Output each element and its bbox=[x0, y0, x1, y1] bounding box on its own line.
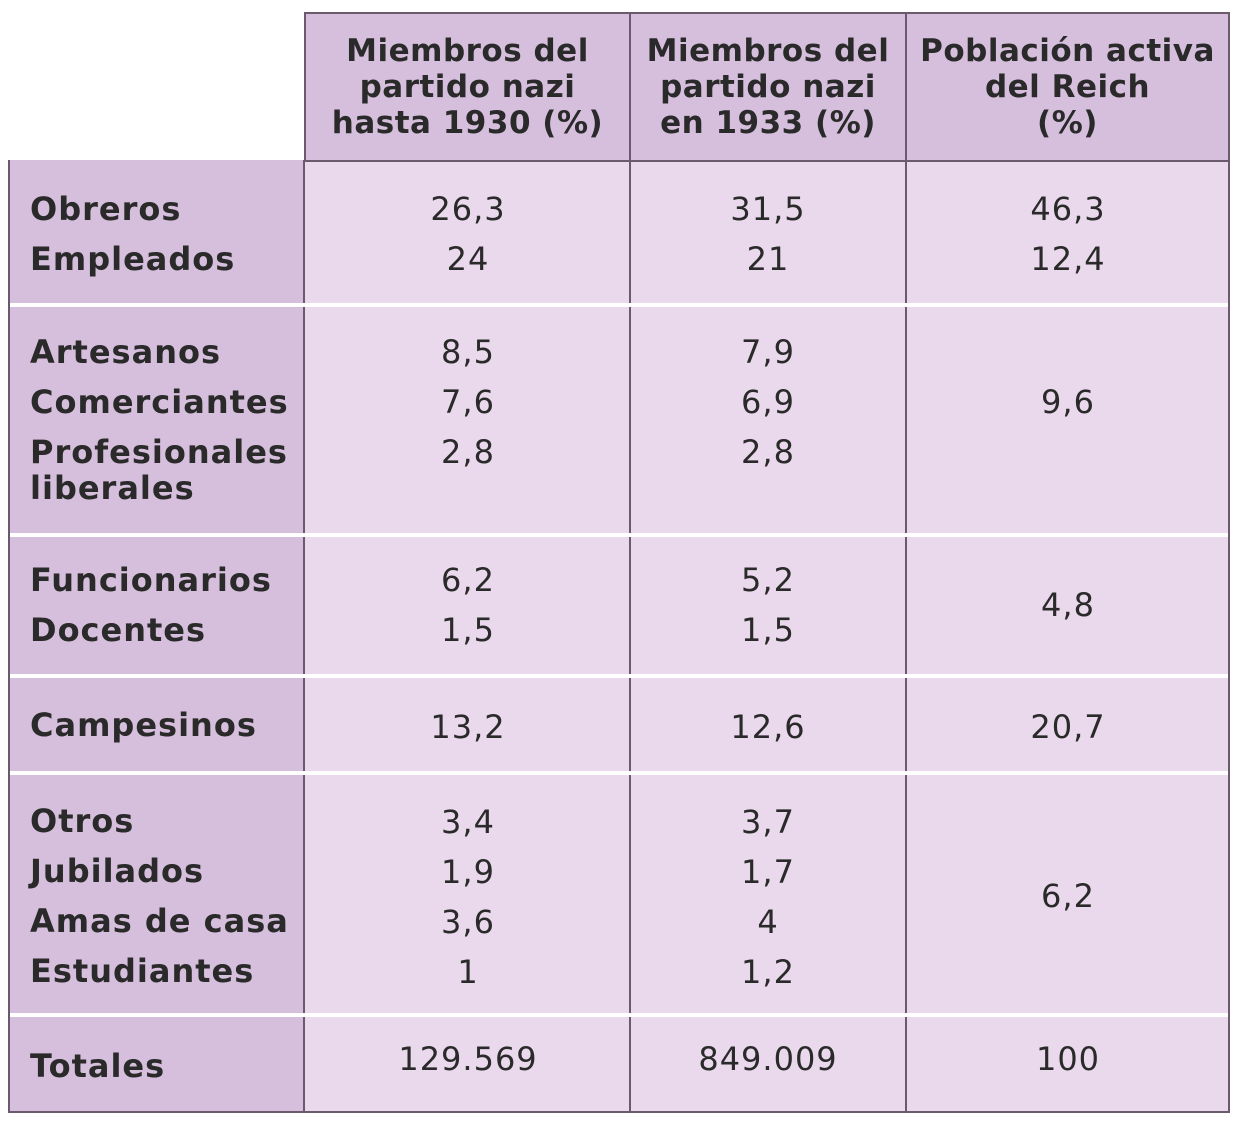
table-row-labels: Obreros Empleados bbox=[30, 184, 235, 284]
header-empty-corner bbox=[8, 12, 304, 162]
table-cell: 12,6 bbox=[730, 708, 806, 746]
column-header-1930: Miembros del partido nazi hasta 1930 (%) bbox=[304, 12, 631, 162]
table-row-labels: Otros Jubilados Amas de casa Estudiantes bbox=[30, 796, 289, 996]
row-label-liberales: liberales bbox=[30, 469, 195, 507]
group-separator bbox=[10, 674, 1228, 678]
table-cell: 100 bbox=[1035, 1040, 1101, 1078]
column-header-1933: Miembros del partido nazi en 1933 (%) bbox=[629, 12, 907, 162]
row-label-empleados: Empleados bbox=[30, 240, 236, 278]
table-cell: 6,2 bbox=[1041, 877, 1095, 915]
group-separator bbox=[10, 1013, 1228, 1017]
table-cells-1933: 3,7 1,7 4 1,2 bbox=[631, 797, 905, 997]
table-cells-poblacion: 46,3 12,4 bbox=[907, 184, 1229, 284]
row-label-jubilados: Jubilados bbox=[30, 852, 205, 890]
table-cell: 46,3 bbox=[1030, 190, 1106, 228]
table-cell: 12,4 bbox=[1030, 240, 1106, 278]
column-divider bbox=[905, 160, 907, 1113]
table-row-labels: Artesanos Comerciantes Profesionales lib… bbox=[30, 327, 289, 506]
row-label-artesanos: Artesanos bbox=[30, 333, 221, 371]
table-cell: 1,7 bbox=[741, 853, 795, 891]
table-row-labels: Funcionarios Docentes bbox=[30, 555, 272, 655]
table-cell: 20,7 bbox=[1030, 708, 1106, 746]
table-cell: 1,5 bbox=[441, 611, 495, 649]
table-cell: 1,5 bbox=[741, 611, 795, 649]
table-cell: 7,6 bbox=[441, 383, 495, 421]
column-divider bbox=[629, 160, 631, 1113]
group-separator bbox=[10, 533, 1228, 537]
table-cell: 31,5 bbox=[730, 190, 806, 228]
row-label-amas-de-casa: Amas de casa bbox=[30, 902, 289, 940]
table-cells-1933: 31,5 21 bbox=[631, 184, 905, 284]
table-cell: 4 bbox=[757, 903, 779, 941]
row-label-docentes: Docentes bbox=[30, 611, 207, 649]
table-cell: 7,9 bbox=[741, 333, 795, 371]
table-cells-1930: 8,5 7,6 2,8 bbox=[306, 327, 630, 477]
table-cell: 9,6 bbox=[1041, 383, 1095, 421]
table-cells-1930: 26,3 24 bbox=[306, 184, 630, 284]
table-cell: 13,2 bbox=[430, 708, 506, 746]
row-label-comerciantes: Comerciantes bbox=[30, 383, 289, 421]
row-label-obreros: Obreros bbox=[30, 190, 182, 228]
table-cell: 24 bbox=[446, 240, 490, 278]
table-cells-1933: 5,2 1,5 bbox=[631, 555, 905, 655]
table-cell: 5,2 bbox=[741, 561, 795, 599]
table-cell: 6,2 bbox=[441, 561, 495, 599]
table-cell: 6,9 bbox=[741, 383, 795, 421]
table-cells-1930: 6,2 1,5 bbox=[306, 555, 630, 655]
group-separator bbox=[10, 771, 1228, 775]
table-cell: 3,6 bbox=[441, 903, 495, 941]
row-label-estudiantes: Estudiantes bbox=[30, 952, 255, 990]
table-cell: 1,9 bbox=[441, 853, 495, 891]
table-cell: 129.569 bbox=[398, 1040, 538, 1078]
table-cell: 2,8 bbox=[441, 433, 495, 471]
table-cell: 3,7 bbox=[741, 803, 795, 841]
table-cell: 1,2 bbox=[741, 953, 795, 991]
table-cell: 26,3 bbox=[430, 190, 506, 228]
row-label-campesinos: Campesinos bbox=[30, 706, 257, 744]
group-separator bbox=[10, 303, 1228, 307]
table-cell: 849.009 bbox=[698, 1040, 838, 1078]
row-label-totales: Totales bbox=[30, 1047, 166, 1085]
table-cell: 2,8 bbox=[741, 433, 795, 471]
row-label-column bbox=[8, 160, 305, 1113]
table-cells-1930: 3,4 1,9 3,6 1 bbox=[306, 797, 630, 997]
table-cell: 4,8 bbox=[1041, 586, 1095, 624]
column-header-poblacion: Población activa del Reich (%) bbox=[905, 12, 1230, 162]
table-cell: 21 bbox=[746, 240, 790, 278]
row-label-profesionales: Profesionales bbox=[30, 433, 288, 471]
row-label-funcionarios: Funcionarios bbox=[30, 561, 272, 599]
row-label-otros: Otros bbox=[30, 802, 135, 840]
table-cell: 8,5 bbox=[441, 333, 495, 371]
table-cells-1933: 7,9 6,9 2,8 bbox=[631, 327, 905, 477]
table-cell: 1 bbox=[457, 953, 479, 991]
table-cell: 3,4 bbox=[441, 803, 495, 841]
